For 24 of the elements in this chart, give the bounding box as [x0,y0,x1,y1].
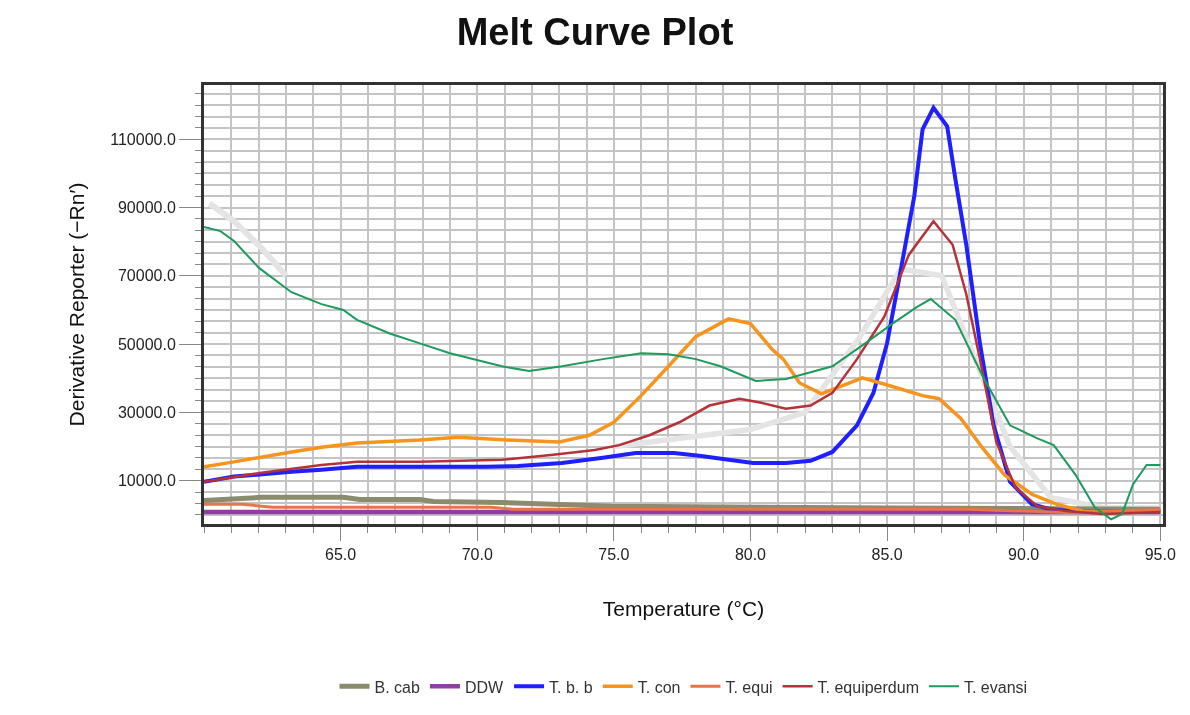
line-series [204,502,1162,515]
legend-label: B. cab [374,678,420,696]
y-tick-label: 50000.0 [117,335,176,353]
y-tick-label: 90000.0 [117,199,176,217]
x-tick-label: 85.0 [871,546,903,564]
y-tick-label: 30000.0 [117,403,176,421]
legend-label: T. equiperdum [817,678,919,696]
y-tick-label: 70000.0 [117,267,176,285]
x-tick-label: 95.0 [1144,546,1176,564]
legend-label: T. b. b [549,678,593,696]
x-tick-label: 75.0 [598,546,630,564]
legend-label: DDW [464,678,505,696]
x-tick-label: 70.0 [461,546,493,564]
legend-label: T. evansi [963,678,1028,696]
x-axis-title: Temperature (°C) [602,597,765,621]
x-tick-label: 90.0 [1008,546,1040,564]
x-tick-label: 65.0 [325,546,357,564]
legend-label: T. equi [725,678,773,696]
legend-label: T. con [637,678,681,696]
y-tick-label: 110000.0 [110,130,176,148]
y-tick-label: 10000.0 [117,472,176,490]
y-axis-title: Derivative Reporter (−Rn′) [65,182,89,427]
x-tick-label: 80.0 [734,546,767,564]
chart-title: Melt Curve Plot [456,11,734,54]
